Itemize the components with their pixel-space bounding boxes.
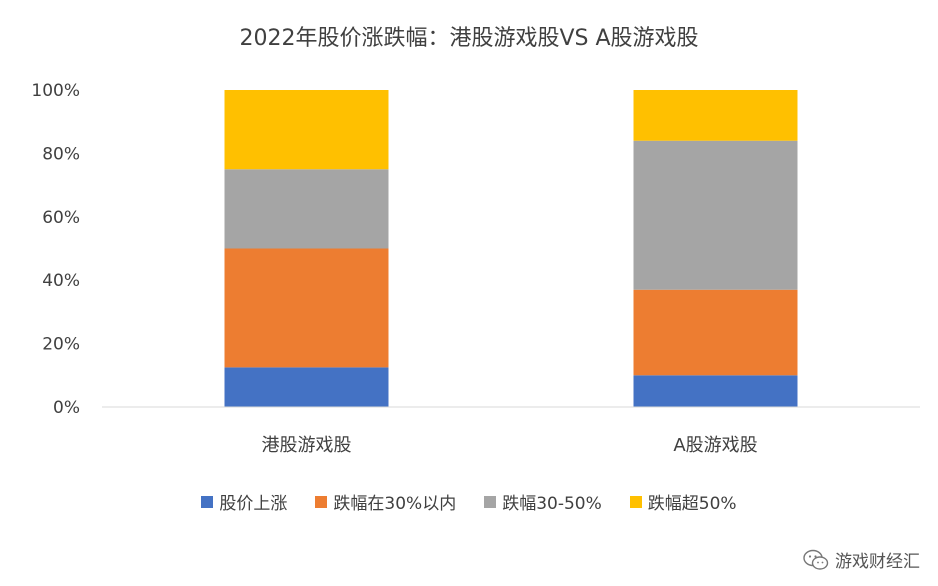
legend-label: 跌幅30-50%	[502, 494, 602, 514]
legend-item-fall-under-30: 跌幅在30%以内	[315, 489, 456, 514]
legend-item-rise: 股价上涨	[201, 489, 287, 514]
legend-item-fall-30-50: 跌幅30-50%	[484, 489, 602, 514]
y-tick-label: 80%	[42, 144, 80, 164]
watermark-text: 游戏财经汇	[835, 552, 920, 572]
legend-swatch	[315, 495, 328, 508]
legend-label: 跌幅在30%以内	[333, 494, 457, 514]
bar-segment	[633, 375, 798, 407]
legend-label: 股价上涨	[219, 494, 288, 514]
y-tick-label: 20%	[42, 335, 80, 355]
x-tick-label: 港股游戏股	[262, 435, 352, 456]
bar-segment	[633, 90, 798, 141]
bar-segment	[633, 140, 798, 290]
x-tick-label: A股游戏股	[673, 435, 757, 456]
legend-label: 跌幅超50%	[647, 494, 737, 514]
legend-item-fall-over-50: 跌幅超50%	[629, 489, 737, 514]
wechat-icon	[803, 549, 829, 570]
bar-segment	[633, 289, 798, 376]
bar-segment	[224, 248, 389, 368]
bar-segment	[224, 169, 389, 249]
legend-swatch	[201, 495, 214, 508]
y-tick-label: 100%	[31, 81, 80, 101]
bar-segment	[224, 367, 389, 407]
legend: 股价上涨 跌幅在30%以内 跌幅30-50% 跌幅超50%	[0, 489, 938, 514]
y-tick-label: 0%	[53, 398, 80, 418]
watermark: 游戏财经汇	[803, 547, 920, 572]
chart-title: 2022年股价涨跌幅：港股游戏股VS A股游戏股	[239, 26, 699, 51]
y-tick-label: 40%	[42, 271, 80, 291]
legend-swatch	[629, 495, 642, 508]
bar-segment	[224, 90, 389, 170]
legend-swatch	[484, 495, 497, 508]
y-tick-label: 60%	[42, 208, 80, 228]
